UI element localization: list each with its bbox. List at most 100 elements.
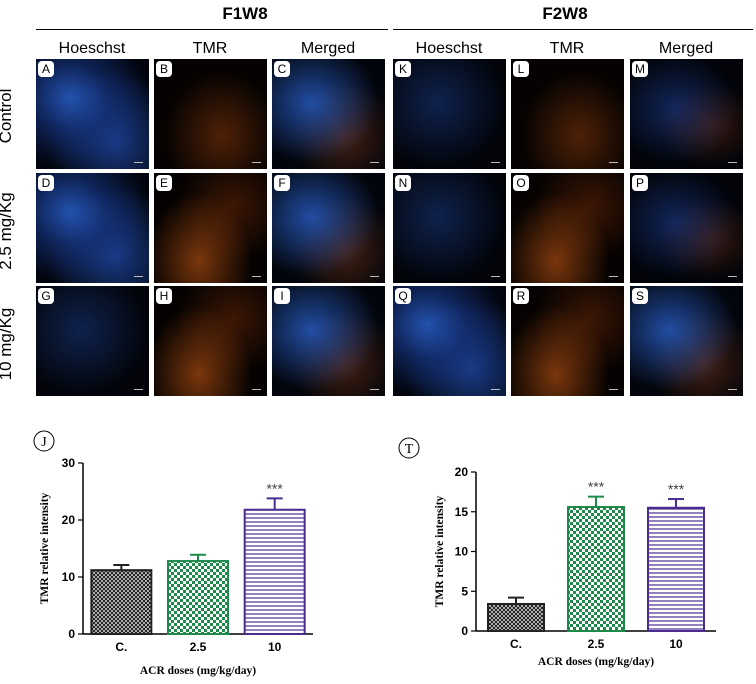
col-label-hoechst-f2: Hoeschst	[415, 40, 483, 57]
micrograph-tmr-10-f1: H	[154, 286, 267, 396]
micrograph-hoechst-2-5-f1: D	[36, 173, 149, 283]
panel-letter: S	[632, 288, 648, 304]
micrograph-hoechst-10-f2: Q	[393, 286, 506, 396]
x-tick-label-2: 2.5	[190, 640, 207, 654]
y-tick-label: 0	[68, 627, 75, 641]
panel-letter: G	[38, 288, 54, 304]
scale-bar	[370, 276, 379, 277]
col-label-merged-f1: Merged	[300, 40, 356, 57]
x-tick-label-1: C.	[115, 640, 127, 654]
panel-letter: B	[156, 61, 172, 77]
panel-label-circle	[33, 430, 55, 452]
scale-bar	[728, 162, 737, 163]
scale-bar	[370, 389, 379, 390]
scale-bar	[728, 389, 737, 390]
y-tick-label: 30	[62, 456, 76, 470]
micrograph-merged-control-f2: M	[630, 59, 743, 169]
panel-letter: Q	[395, 288, 411, 304]
scale-bar	[370, 162, 379, 163]
micrograph-merged-2-5-f2: P	[630, 173, 743, 283]
micrograph-tmr-10-f2: R	[511, 286, 624, 396]
x-tick-label-3: 10	[268, 640, 282, 654]
bar-chart-t-svg: T 0 5 10 15 20 TMR relative intensity ACR doses…	[398, 437, 716, 668]
y-tick-label: 10	[62, 570, 76, 584]
bar-2	[567, 505, 625, 632]
micrograph-tmr-control-f1: B	[154, 59, 267, 169]
bar-1	[487, 602, 545, 633]
row-label-10: 10 mg/Kg	[0, 307, 15, 381]
significance-2: ***	[588, 479, 605, 495]
group-title-f1w8: F1W8	[222, 4, 268, 23]
x-axis-label: ACR doses (mg/kg/day)	[538, 656, 654, 668]
group-rule-f1w8	[36, 29, 388, 30]
micrograph-merged-2-5-f1: F	[272, 173, 385, 283]
scale-bar	[252, 389, 261, 390]
bar-3	[243, 508, 306, 635]
micrograph-hoechst-2-5-f2: N	[393, 173, 506, 283]
bar-chart-j-svg: J 0 10 20 30 TMR relative intensity ACR doses …	[33, 430, 313, 677]
col-label-tmr-f2: TMR	[549, 40, 585, 57]
panel-letter: P	[632, 175, 648, 191]
micrograph-hoechst-10-f1: G	[36, 286, 149, 396]
panel-letter: E	[156, 175, 172, 191]
scale-bar	[728, 276, 737, 277]
scale-bar	[609, 162, 618, 163]
group-rule-f2w8	[393, 29, 753, 30]
col-label-merged-f2: Merged	[658, 40, 714, 57]
scale-bar	[491, 162, 500, 163]
y-tick-label: 5	[461, 584, 468, 598]
group-title-f2w8: F2W8	[542, 4, 588, 23]
row-label-2-5: 2.5 mg/Kg	[0, 192, 15, 270]
panel-letter: H	[156, 288, 172, 304]
panel-letter: A	[38, 61, 54, 77]
scale-bar	[252, 162, 261, 163]
micrograph-hoechst-control-f2: K	[393, 59, 506, 169]
panel-letter: R	[513, 288, 529, 304]
scale-bar	[134, 162, 143, 163]
col-label-tmr-f1: TMR	[192, 40, 228, 57]
micrograph-merged-control-f1: C	[272, 59, 385, 169]
bar-2	[167, 560, 229, 635]
y-tick-label: 20	[62, 513, 76, 527]
x-tick-label-2: 2.5	[588, 637, 605, 651]
row-label-control: Control	[0, 88, 15, 144]
micrograph-hoechst-control-f1: A	[36, 59, 149, 169]
panel-label: T	[405, 442, 414, 457]
micrograph-merged-10-f1: I	[272, 286, 385, 396]
bar-chart-t: T 0 5 10 15 20 TMR relative intensity ACR doses…	[390, 432, 756, 684]
micrograph-tmr-control-f2: L	[511, 59, 624, 169]
scale-bar	[491, 276, 500, 277]
scale-bar	[134, 276, 143, 277]
panel-letter: N	[395, 175, 411, 191]
panel-letter: F	[274, 175, 290, 191]
panel-label-circle	[398, 437, 420, 459]
scale-bar	[252, 276, 261, 277]
panel-letter: I	[274, 288, 290, 304]
y-axis-label: TMR relative intensity	[434, 495, 446, 607]
y-axis-label: TMR relative intensity	[39, 492, 51, 604]
panel-letter: C	[274, 61, 290, 77]
panel-letter: O	[513, 175, 529, 191]
panel-letter: D	[38, 175, 54, 191]
micrograph-tmr-2-5-f2: O	[511, 173, 624, 283]
scale-bar	[491, 389, 500, 390]
bar-3	[647, 506, 705, 632]
panel-letter: K	[395, 61, 411, 77]
x-axis-label: ACR doses (mg/kg/day)	[140, 665, 256, 677]
col-label-hoechst-f1: Hoeschst	[58, 40, 126, 57]
y-tick-label: 10	[455, 545, 469, 559]
panel-label: J	[41, 435, 47, 450]
scale-bar	[134, 389, 143, 390]
panel-letter: L	[513, 61, 529, 77]
x-tick-label-1: C.	[510, 637, 522, 651]
panel-letter: M	[632, 61, 648, 77]
bar-1	[90, 569, 153, 636]
bar-chart-j: J 0 10 20 30 TMR relative intensity ACR doses …	[0, 425, 380, 684]
scale-bar	[609, 276, 618, 277]
micrograph-merged-10-f2: S	[630, 286, 743, 396]
y-tick-label: 20	[455, 465, 469, 479]
y-tick-label: 15	[455, 505, 469, 519]
significance-3: ***	[668, 481, 685, 497]
significance-3: ***	[266, 480, 283, 496]
y-tick-label: 0	[461, 624, 468, 638]
